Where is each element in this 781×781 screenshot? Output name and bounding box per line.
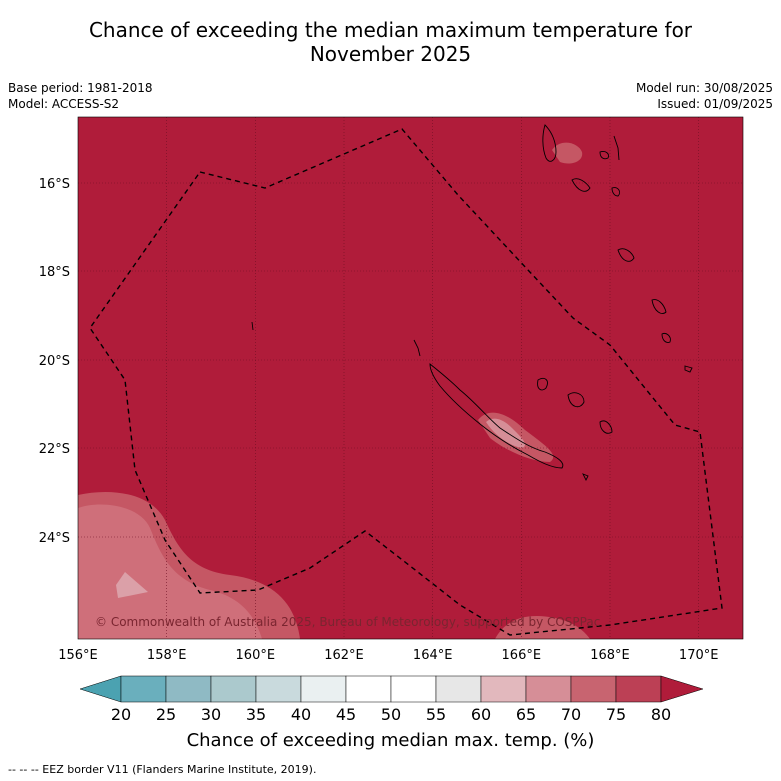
eez-footnote: -- -- -- EEZ border V11 (Flanders Marine… xyxy=(8,763,317,776)
colorbar-bin xyxy=(300,675,347,703)
eez-border xyxy=(89,128,723,636)
colorbar-bin xyxy=(120,675,167,703)
map-title: Chance of exceeding the median maximum t… xyxy=(0,18,781,66)
lat-tick-20s: 20°S xyxy=(39,354,70,369)
colorbar-bin xyxy=(570,675,617,703)
lon-tick-158e: 158°E xyxy=(147,648,187,663)
colorbar-bin xyxy=(615,675,662,703)
copyright-text: © Commonwealth of Australia 2025, Bureau… xyxy=(95,615,600,629)
map-frame xyxy=(77,116,744,640)
meta-left: Base period: 1981-2018 Model: ACCESS-S2 xyxy=(8,80,153,112)
lon-tick-162e: 162°E xyxy=(324,648,364,663)
vanuatu-coast xyxy=(542,124,557,162)
colorbar: 20 25 30 35 40 45 50 55 60 65 70 75 80 xyxy=(79,675,704,724)
title-line-2: November 2025 xyxy=(309,42,472,66)
colorbar-bin xyxy=(255,675,302,703)
map-area xyxy=(78,117,743,639)
lon-tick-labels: 156°E 158°E 160°E 162°E 164°E 166°E 168°… xyxy=(58,648,718,663)
gridlines xyxy=(78,117,743,639)
model-run: Model run: 30/08/2025 xyxy=(635,81,773,95)
colorbar-bin xyxy=(390,675,437,703)
colorbar-bin xyxy=(345,675,392,703)
lat-tick-18s: 18°S xyxy=(39,265,70,280)
lat-tick-16s: 16°S xyxy=(39,177,70,192)
lat-tick-24s: 24°S xyxy=(39,531,70,546)
colorbar-label: 80 xyxy=(651,705,671,724)
meta-right: Model run: 30/08/2025 Issued: 01/09/2025 xyxy=(636,80,773,112)
anomaly-patch-65 xyxy=(78,504,262,639)
colorbar-label: 20 xyxy=(111,705,131,724)
colorbar-bin xyxy=(525,675,572,703)
issued-date: Issued: 01/09/2025 xyxy=(657,97,773,111)
colorbar-label: 65 xyxy=(516,705,536,724)
colorbar-title: Chance of exceeding median max. temp. (%… xyxy=(186,730,595,751)
new-caledonia-coast xyxy=(429,363,564,469)
colorbar-label: 50 xyxy=(381,705,401,724)
model-name: Model: ACCESS-S2 xyxy=(8,97,120,111)
colorbar-label: 75 xyxy=(606,705,626,724)
lon-tick-166e: 166°E xyxy=(502,648,542,663)
anomaly-patch-60 xyxy=(116,572,148,598)
colorbar-bin xyxy=(480,675,527,703)
colorbar-label: 60 xyxy=(471,705,491,724)
lon-tick-164e: 164°E xyxy=(413,648,453,663)
lon-tick-160e: 160°E xyxy=(236,648,276,663)
colorbar-bin xyxy=(435,675,482,703)
colorbar-label: 25 xyxy=(156,705,176,724)
colorbar-label: 35 xyxy=(246,705,266,724)
colorbar-label: 55 xyxy=(426,705,446,724)
colorbar-over-arrow xyxy=(660,675,704,703)
lon-tick-156e: 156°E xyxy=(58,648,98,663)
base-period: Base period: 1981-2018 xyxy=(8,81,153,95)
colorbar-bin xyxy=(165,675,212,703)
colorbar-label: 40 xyxy=(291,705,311,724)
colorbar-bin xyxy=(210,675,257,703)
anomaly-patch-se xyxy=(495,616,590,639)
colorbar-label: 70 xyxy=(561,705,581,724)
lat-tick-labels: 16°S 18°S 20°S 22°S 24°S xyxy=(39,177,70,546)
title-line-1: Chance of exceeding the median maximum t… xyxy=(88,18,693,42)
lon-tick-168e: 168°E xyxy=(590,648,630,663)
colorbar-label: 30 xyxy=(201,705,221,724)
colorbar-label: 45 xyxy=(336,705,356,724)
anomaly-patch-nc-inner xyxy=(486,418,525,448)
lon-tick-170e: 170°E xyxy=(679,648,719,663)
lat-tick-22s: 22°S xyxy=(39,442,70,457)
colorbar-under-arrow xyxy=(79,675,122,703)
anomaly-patch-vanuatu xyxy=(552,142,583,164)
coastlines xyxy=(251,124,693,482)
